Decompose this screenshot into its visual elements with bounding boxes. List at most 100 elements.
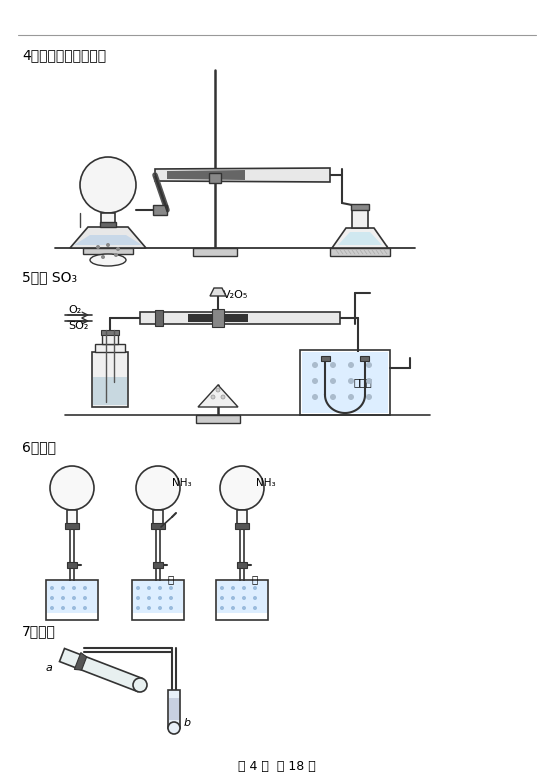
Bar xyxy=(100,222,116,227)
Bar xyxy=(216,580,268,620)
Circle shape xyxy=(147,586,151,590)
Circle shape xyxy=(158,586,162,590)
Ellipse shape xyxy=(90,254,126,266)
Bar xyxy=(351,204,369,210)
Circle shape xyxy=(169,586,173,590)
Circle shape xyxy=(242,596,246,600)
Circle shape xyxy=(83,596,87,600)
Circle shape xyxy=(116,247,120,251)
Circle shape xyxy=(168,722,180,734)
Circle shape xyxy=(242,586,246,590)
Circle shape xyxy=(348,362,354,368)
Text: 水: 水 xyxy=(252,574,258,584)
Circle shape xyxy=(312,362,318,368)
Circle shape xyxy=(169,606,173,610)
Text: 第 4 页  共 18 页: 第 4 页 共 18 页 xyxy=(238,760,316,773)
Circle shape xyxy=(136,606,140,610)
Bar xyxy=(67,510,77,525)
Circle shape xyxy=(83,586,87,590)
Bar xyxy=(132,580,184,620)
Text: b: b xyxy=(184,718,191,728)
Circle shape xyxy=(253,606,257,610)
Circle shape xyxy=(158,596,162,600)
Circle shape xyxy=(220,596,224,600)
Circle shape xyxy=(231,586,235,590)
Bar xyxy=(168,690,180,728)
Circle shape xyxy=(83,606,87,610)
Circle shape xyxy=(101,255,105,259)
Bar xyxy=(102,334,118,344)
Bar xyxy=(153,562,163,568)
Polygon shape xyxy=(74,235,142,245)
Circle shape xyxy=(330,394,336,400)
Bar xyxy=(151,523,165,529)
Polygon shape xyxy=(74,652,86,670)
Circle shape xyxy=(50,596,54,600)
Circle shape xyxy=(147,606,151,610)
Text: NH₃: NH₃ xyxy=(172,478,192,488)
Text: a: a xyxy=(45,663,52,673)
Circle shape xyxy=(96,245,100,249)
Circle shape xyxy=(221,395,225,399)
Circle shape xyxy=(72,606,76,610)
Text: SO₂: SO₂ xyxy=(68,321,89,331)
Circle shape xyxy=(330,362,336,368)
Circle shape xyxy=(50,586,54,590)
Bar xyxy=(155,310,163,326)
Bar xyxy=(101,330,119,335)
Circle shape xyxy=(366,362,372,368)
Bar xyxy=(133,581,183,613)
Bar xyxy=(92,352,128,407)
Bar xyxy=(330,248,390,256)
Circle shape xyxy=(136,586,140,590)
Bar xyxy=(83,248,133,254)
Bar xyxy=(169,698,179,720)
Circle shape xyxy=(330,378,336,384)
Circle shape xyxy=(211,395,215,399)
Bar xyxy=(67,562,77,568)
Polygon shape xyxy=(59,648,142,691)
Bar xyxy=(235,523,249,529)
Circle shape xyxy=(158,606,162,610)
Circle shape xyxy=(136,466,180,510)
Polygon shape xyxy=(167,170,245,180)
Circle shape xyxy=(253,596,257,600)
Circle shape xyxy=(348,378,354,384)
Circle shape xyxy=(169,596,173,600)
Circle shape xyxy=(50,606,54,610)
Text: O₂: O₂ xyxy=(68,305,81,315)
Bar xyxy=(47,581,97,613)
Text: NH₃: NH₃ xyxy=(256,478,276,488)
Circle shape xyxy=(61,596,65,600)
Bar xyxy=(352,210,368,228)
Circle shape xyxy=(106,243,110,247)
Text: 5．制 SO₃: 5．制 SO₃ xyxy=(22,270,77,284)
Bar xyxy=(321,356,330,361)
Circle shape xyxy=(72,586,76,590)
Text: 7．酯化: 7．酯化 xyxy=(22,624,56,638)
Bar xyxy=(153,510,163,525)
Polygon shape xyxy=(155,168,330,182)
Circle shape xyxy=(80,157,136,213)
Bar xyxy=(300,350,390,415)
Circle shape xyxy=(231,606,235,610)
Bar xyxy=(302,352,388,413)
Circle shape xyxy=(348,394,354,400)
Bar xyxy=(140,312,340,324)
Circle shape xyxy=(50,466,94,510)
Bar xyxy=(101,213,115,223)
Circle shape xyxy=(220,466,264,510)
Circle shape xyxy=(61,586,65,590)
Circle shape xyxy=(366,378,372,384)
Circle shape xyxy=(220,606,224,610)
Bar xyxy=(237,562,247,568)
Text: 4．氢气还原氧化铜：: 4．氢气还原氧化铜： xyxy=(22,48,106,62)
Circle shape xyxy=(312,378,318,384)
Bar xyxy=(153,205,167,215)
Polygon shape xyxy=(70,227,146,248)
Text: 6．喷泉: 6．喷泉 xyxy=(22,440,56,454)
Polygon shape xyxy=(332,228,388,248)
Circle shape xyxy=(147,596,151,600)
Bar xyxy=(65,523,79,529)
Text: 水: 水 xyxy=(168,574,175,584)
